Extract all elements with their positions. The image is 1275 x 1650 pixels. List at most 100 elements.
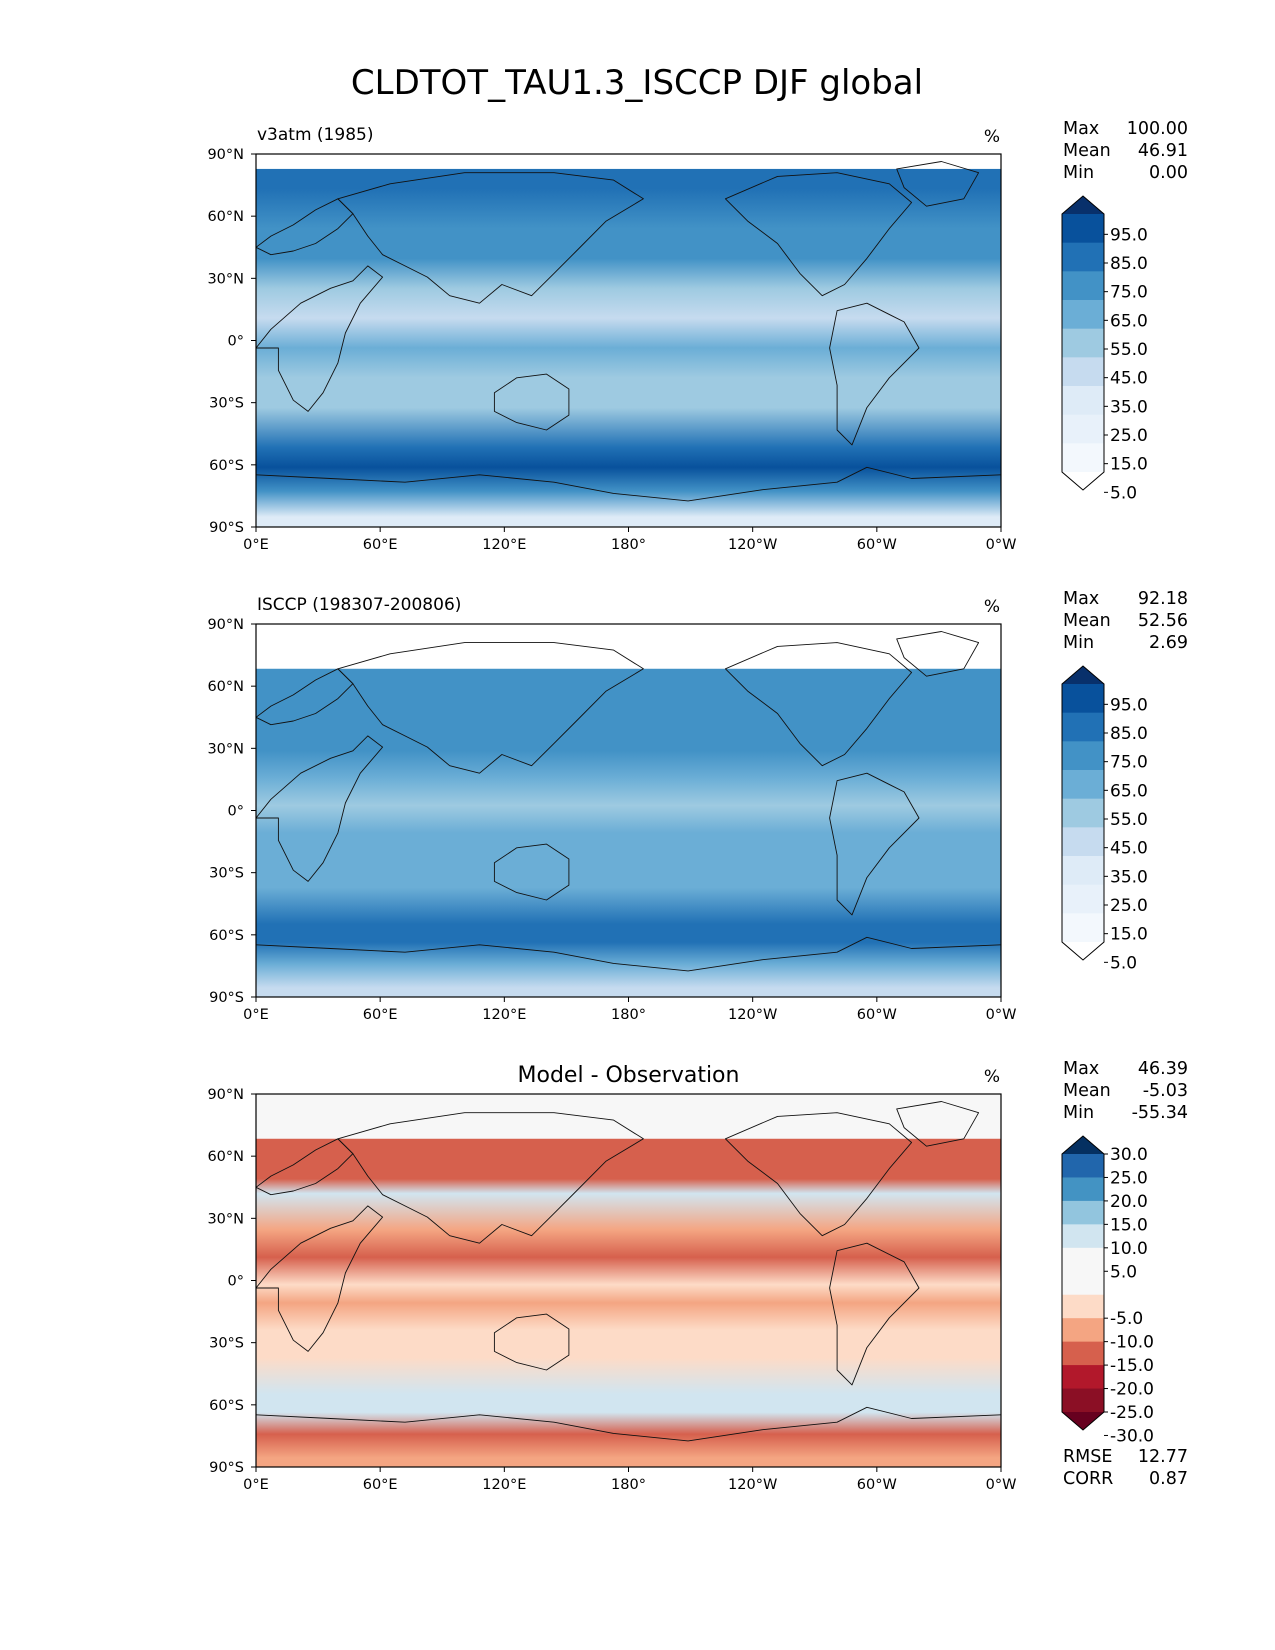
stat-value: 92.18 [1138,589,1188,609]
colorbar-segment [1062,357,1104,387]
colorbar-tick-label: 75.0 [1110,283,1148,303]
colorbar-tick-label: -30.0 [1110,1426,1154,1446]
colorbar-segment [1062,913,1104,943]
colorbar-segment [1062,443,1104,473]
x-tick-label: 60°W [857,1007,897,1023]
colorbar: 95.0 85.0 75.0 65.0 55.0 45.0 35.0 25.0 15.0 5.0 [1061,665,1148,973]
x-tick-label: 120°W [728,1477,777,1493]
colorbar-tick-label: 15.0 [1110,455,1148,475]
colorbar-tick-label: -5.0 [1110,1309,1143,1329]
colorbar-segment [1062,1388,1104,1413]
y-tick-label: 0° [228,1274,244,1290]
y-tick-label: 90°N [207,1087,244,1103]
footer-stat-label: CORR [1063,1469,1113,1489]
y-tick-label: 30°N [207,1211,244,1227]
figure-title: CLDTOT_TAU1.3_ISCCP DJF global [351,63,923,103]
x-tick-label: 0°W [986,537,1017,553]
colorbar-tick-label: 85.0 [1110,724,1148,744]
colorbar-extend-bottom [1062,472,1104,490]
colorbar-tick-label: 20.0 [1110,1192,1148,1212]
colorbar-tick-label: 30.0 [1110,1145,1148,1165]
colorbar-segment [1062,856,1104,886]
colorbar-extend-top [1062,1136,1104,1154]
footer-stat-label: RMSE [1063,1447,1112,1467]
stat-label: Min [1063,163,1094,183]
y-tick-label: 60°S [209,928,244,944]
colorbar-extend-bottom [1062,1412,1104,1430]
stat-label: Mean [1063,1081,1111,1101]
colorbar-segment [1062,271,1104,301]
stat-label: Min [1063,633,1094,653]
panel-observation: 0°E 60°E 120°E 180° 120°W 60°W 0°W 90°N 60°N 30°N… [207,589,1188,1023]
panel-model: 0°E 60°E 120°E 180° 120°W 60°W 0°W 90°N 60°N 30°N… [207,119,1188,553]
colorbar-segment [1062,214,1104,244]
zonal-field [256,168,1001,528]
panel-subtitle: ISCCP (198307-200806) [257,595,461,615]
colorbar-segment [1062,242,1104,272]
stat-label: Max [1063,589,1099,609]
colorbar-tick-label: 65.0 [1110,311,1148,331]
y-tick-label: 90°S [209,520,244,536]
colorbar-segment [1062,884,1104,914]
stat-value: 46.39 [1138,1059,1188,1079]
coastline [493,373,570,431]
stat-value: 46.91 [1138,141,1188,161]
footer-stat-value: 0.87 [1149,1469,1188,1489]
y-tick-label: 60°S [209,1398,244,1414]
colorbar-tick-label: 15.0 [1110,1215,1148,1235]
colorbar-segment [1062,1341,1104,1366]
colorbar-tick-label: 10.0 [1110,1239,1148,1259]
coastline [337,172,644,304]
coastline [337,642,644,774]
colorbar-segment [1062,712,1104,742]
x-tick-label: 0°E [243,1477,269,1493]
stat-value: -5.03 [1143,1081,1188,1101]
coastline [829,302,920,446]
y-tick-label: 0° [228,334,244,350]
y-tick-label: 60°N [207,209,244,225]
colorbar-tick-label: 5.0 [1110,1262,1137,1282]
stat-label: Max [1063,119,1099,139]
x-tick-label: 60°E [363,1477,398,1493]
coastline [724,1112,913,1237]
coastline [255,1205,384,1352]
colorbar-segment [1062,328,1104,358]
coastline [337,1112,644,1244]
x-tick-label: 180° [611,1007,646,1023]
y-tick-label: 90°N [207,147,244,163]
colorbar-segment [1062,741,1104,771]
coastline [896,631,980,677]
coastline [896,161,980,207]
colorbar-tick-label: 35.0 [1110,867,1148,887]
y-tick-label: 90°N [207,617,244,633]
x-tick-label: 180° [611,537,646,553]
y-tick-label: 30°S [209,1336,244,1352]
units-label: % [984,1067,1000,1087]
y-tick-label: 30°S [209,866,244,882]
colorbar-segment [1062,1247,1104,1272]
y-tick-label: 60°N [207,1149,244,1165]
colorbar-segment [1062,1294,1104,1319]
colorbar-tick-label: -15.0 [1110,1356,1154,1376]
colorbar-segment [1062,1271,1104,1296]
coastline [493,1313,570,1371]
coastline [724,642,913,767]
colorbar-tick-label: 55.0 [1110,810,1148,830]
colorbar-outline [1061,665,1105,961]
y-tick-label: 30°N [207,741,244,757]
y-tick-label: 30°S [209,396,244,412]
x-tick-label: 0°E [243,1007,269,1023]
stat-value: 52.56 [1138,611,1188,631]
x-tick-label: 0°W [986,1477,1017,1493]
coastline [829,1242,920,1386]
colorbar-tick-label: 95.0 [1110,695,1148,715]
colorbar-tick-label: 5.0 [1110,953,1137,973]
colorbar-outline [1061,195,1105,491]
coastline [829,772,920,916]
colorbar-tick-label: 55.0 [1110,340,1148,360]
x-tick-label: 120°W [728,1007,777,1023]
colorbar-tick-label: 65.0 [1110,781,1148,801]
colorbar-segment [1062,1154,1104,1178]
colorbar-segment [1062,1318,1104,1343]
